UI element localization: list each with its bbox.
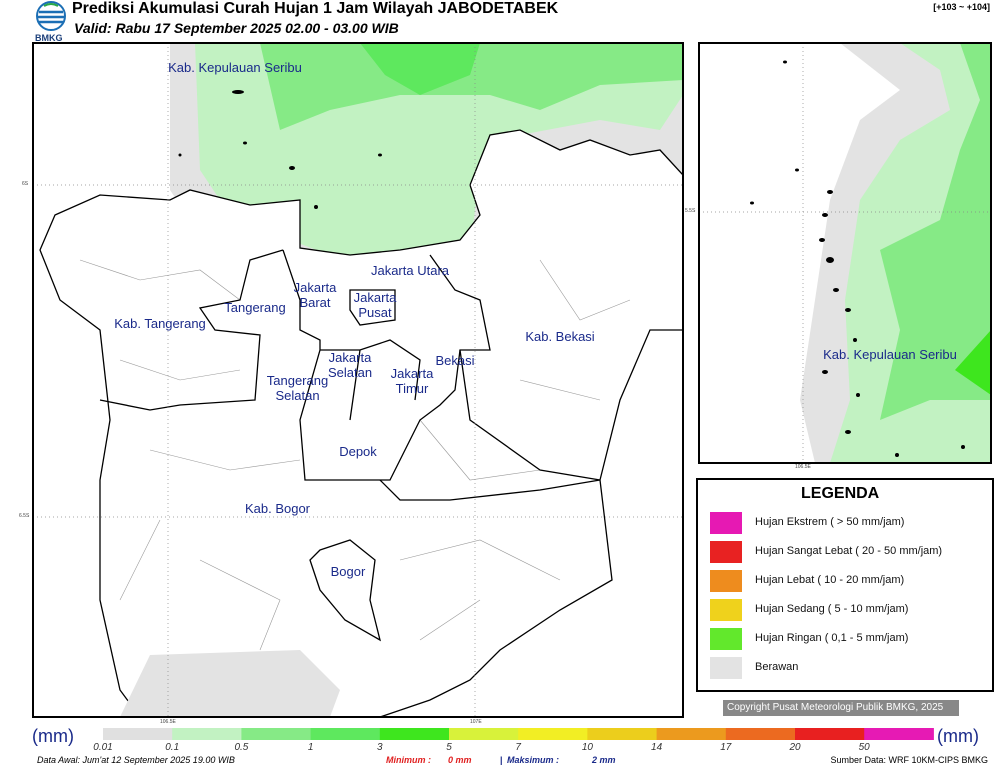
copyright-box	[723, 700, 959, 716]
colorbar-segment	[172, 728, 242, 740]
legend-swatch	[710, 512, 742, 534]
graticule-label: 106.5E	[795, 464, 811, 470]
colorbar-tick-label: 20	[789, 742, 801, 753]
colorbar-segment	[379, 728, 450, 740]
region-label: Kab. Bogor	[244, 501, 311, 516]
graticule-label: 107E	[470, 719, 482, 725]
legend-label: Hujan Sedang ( 5 - 10 mm/jam)	[755, 603, 909, 615]
legend-label: Berawan	[755, 661, 799, 673]
colorbar-segment	[518, 728, 588, 740]
subtitle: Valid: Rabu 17 September 2025 02.00 - 03…	[74, 20, 399, 36]
title: Prediksi Akumulasi Curah Hujan 1 Jam Wil…	[72, 0, 559, 17]
region-label: Jakarta Timur	[390, 366, 434, 396]
region-label: Depok	[339, 444, 377, 459]
colorbar-tick-label: 3	[377, 742, 383, 753]
colorbar-tick-label: 5	[446, 742, 452, 753]
graticule-label: 6.5S	[19, 513, 30, 519]
data-run: Data Awal: Jum'at 12 September 2025 19.0…	[37, 755, 235, 765]
colorbar-segment	[864, 728, 934, 740]
colorbar-tick-label: 1	[307, 742, 314, 753]
region-label: Jakarta Utara	[370, 263, 450, 278]
min-value: 0 mm	[448, 755, 472, 765]
copyright: Copyright Pusat Meteorologi Publik BMKG,…	[727, 702, 944, 713]
colorbar-segment	[725, 728, 796, 740]
colorbar-tick-label: 0.01	[93, 742, 113, 753]
colorbar-segment	[103, 728, 173, 740]
legend-label: Hujan Lebat ( 10 - 20 mm/jam)	[755, 574, 905, 586]
legend-label: Hujan Ekstrem ( > 50 mm/jam)	[755, 516, 905, 528]
legend-swatch	[710, 657, 742, 679]
logo	[36, 1, 66, 31]
region-label: Kab. Bekasi	[525, 329, 595, 344]
graticule-label: 5.5S	[685, 208, 696, 214]
legend-title: LEGENDA	[801, 485, 880, 502]
colorbar-tick-label: 0.1	[165, 742, 180, 753]
region-label: Tangerang Selatan	[266, 373, 329, 403]
colorbar-segment	[656, 728, 727, 740]
legend-swatch	[710, 599, 742, 621]
colorbar-tick-label: 14	[651, 742, 663, 753]
legend-swatch	[710, 628, 742, 650]
colorbar-tick-label: 10	[581, 742, 593, 753]
region-label: Bekasi	[435, 353, 475, 368]
colorbar-tick-label: 7	[515, 742, 521, 753]
region-label: Jakarta Barat	[293, 280, 337, 310]
colorbar	[103, 728, 934, 740]
region-label: Tangerang	[224, 300, 286, 315]
max-label: Maksimum :	[507, 755, 560, 765]
region-label: Kab. Tangerang	[114, 316, 206, 331]
region-label: Jakarta Pusat	[353, 290, 397, 320]
min-label: Minimum :	[386, 755, 431, 765]
max-value: 2 mm	[592, 755, 616, 765]
inset-map	[698, 42, 992, 464]
region-label: Kab. Kepulauan Seribu	[168, 60, 302, 75]
graticule-label: 106.5E	[160, 719, 176, 725]
legend-swatch	[710, 570, 742, 592]
legend-box	[696, 478, 994, 692]
legend-swatch	[710, 541, 742, 563]
region-label: Bogor	[330, 564, 366, 579]
logo-text: BMKG	[35, 33, 63, 43]
legend-label: Hujan Sangat Lebat ( 20 - 50 mm/jam)	[755, 545, 943, 557]
colorbar-tick-label: 0.5	[234, 742, 249, 753]
inset-label: Kab. Kepulauan Seribu	[823, 347, 957, 362]
colorbar-segment	[310, 728, 381, 740]
region-label: Jakarta Selatan	[327, 350, 373, 380]
main-map	[32, 42, 684, 718]
legend-label: Hujan Ringan ( 0,1 - 5 mm/jam)	[755, 632, 909, 644]
colorbar-segment	[241, 728, 312, 740]
unit-left: (mm)	[32, 726, 74, 746]
unit-right: (mm)	[937, 726, 979, 746]
graticule-label: 6S	[22, 181, 29, 187]
source: Sumber Data: WRF 10KM-CIPS BMKG	[830, 755, 988, 765]
colorbar-tick-label: 17	[720, 742, 732, 753]
colorbar-tick-label: 50	[858, 742, 870, 753]
colorbar-segment	[449, 728, 519, 740]
separator: |	[500, 755, 503, 765]
colorbar-segment	[795, 728, 865, 740]
run-range: [+103 ~ +104]	[933, 2, 990, 12]
colorbar-segment	[587, 728, 658, 740]
